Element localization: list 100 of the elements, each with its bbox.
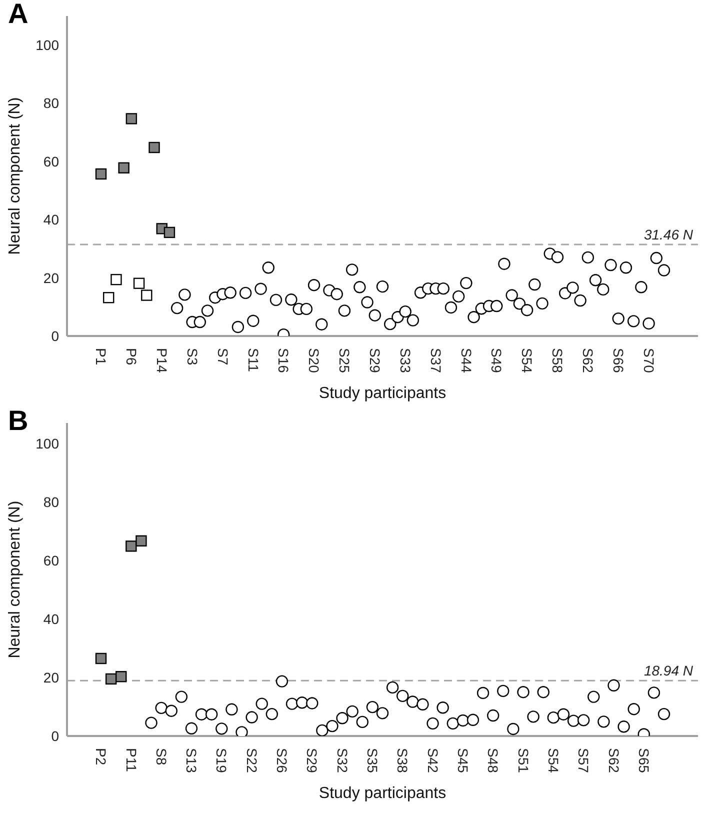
x-tick-label: S54 [519,348,536,374]
point [628,702,640,716]
x-tick-label: S32 [334,748,350,774]
x-tick-label: S62 [606,748,622,774]
point [366,700,379,714]
point [426,717,439,730]
point [376,707,389,720]
x-tick-label: S51 [515,748,532,774]
y-tick-label: 60 [43,552,60,568]
point [95,168,107,180]
x-tick-label: S35 [364,748,381,774]
point [608,679,620,692]
point [598,716,610,728]
point [175,690,188,703]
point [326,720,338,732]
x-tick-label: S29 [304,748,320,774]
point [256,698,268,710]
point [336,712,348,724]
x-tick-label: S38 [394,748,411,774]
point [507,722,520,736]
point [276,675,288,688]
point [110,274,122,286]
point [118,162,130,174]
point [205,708,218,720]
y-tick-label: 100 [36,435,60,452]
point [226,703,238,716]
x-tick-label: S37 [428,348,444,374]
point [396,690,409,702]
point [126,540,137,552]
point [386,681,399,694]
point [416,698,429,711]
point [105,673,117,685]
y-tick-label: 60 [43,153,60,170]
point [126,113,138,124]
x-tick-label: S58 [550,348,566,374]
y-tick-label: 20 [43,270,60,286]
point [567,714,580,727]
point [116,671,127,682]
x-tick-label: P14 [154,348,170,374]
chart-title: A [8,0,28,29]
y-axis-title: Neural component (N) [6,500,24,658]
x-tick-label: S42 [424,748,441,774]
point [537,686,550,698]
x-tick-label: S11 [245,348,262,372]
point [658,708,670,720]
point [406,696,419,708]
point [165,704,178,717]
x-tick-label: P11 [123,748,140,772]
point [316,724,328,736]
point [136,535,147,546]
point [648,686,660,699]
x-tick-label: S45 [455,748,472,774]
x-tick-label: S25 [336,348,353,374]
point [356,716,368,728]
chart-title: B [8,405,28,436]
point [185,722,198,734]
x-tick-label: S20 [306,348,322,374]
x-tick-label: S48 [485,748,502,774]
x-tick-label: S54 [546,748,562,774]
y-tick-label: 80 [43,494,60,510]
point [486,709,500,722]
point [246,711,258,724]
x-tick-label: S33 [397,348,414,374]
point [236,726,248,736]
point [466,714,480,726]
point [145,716,158,729]
point [95,652,107,664]
point [141,290,152,301]
x-tick-label: S70 [640,348,657,374]
y-tick-label: 20 [43,669,60,686]
point [588,690,600,703]
point [476,686,490,700]
point [497,684,510,698]
point [155,702,168,714]
point [618,720,630,733]
point [517,686,530,698]
ref-line-label: 18.94 N [644,662,694,679]
point [346,705,358,718]
x-tick-label: P6 [124,348,140,366]
y-tick-label: 40 [43,610,60,627]
x-tick-label: S16 [276,348,292,374]
point [557,708,570,720]
y-axis-title: Neural component (N) [6,97,24,255]
point [456,714,470,727]
x-tick-label: S7 [214,348,231,366]
point [148,142,160,154]
x-tick-label: S8 [153,748,170,766]
y-tick-label: 0 [51,328,60,344]
x-tick-label: P2 [93,748,110,766]
x-tick-label: S3 [184,348,200,366]
x-tick-label: S13 [184,748,200,774]
y-tick-label: 80 [43,95,60,112]
point [103,292,114,304]
point [195,708,208,720]
point [216,722,228,735]
x-tick-label: S57 [576,748,592,774]
point [306,697,318,710]
y-tick-label: 0 [51,728,60,744]
x-tick-label: S22 [244,748,260,774]
point [296,696,308,709]
